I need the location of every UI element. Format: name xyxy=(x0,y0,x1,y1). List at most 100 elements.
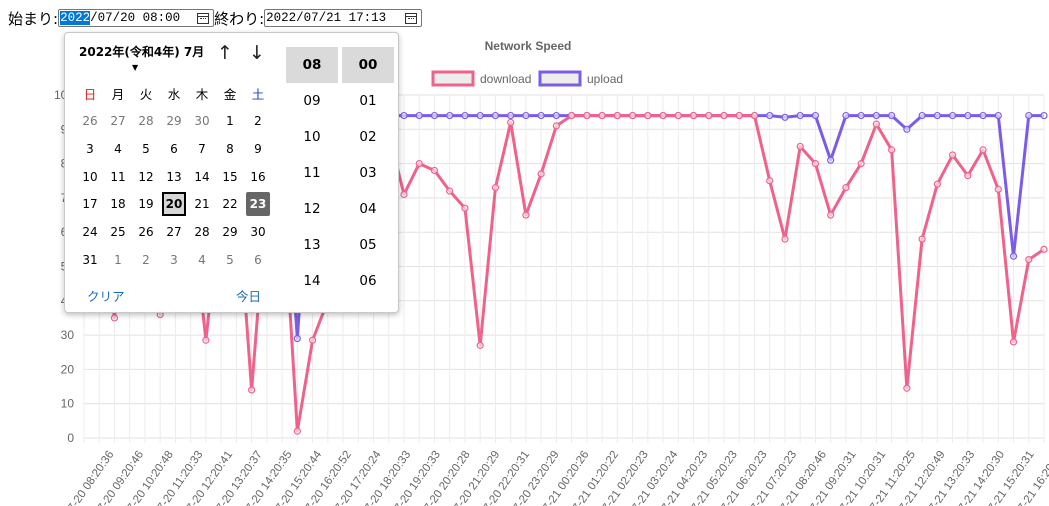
data-point-upload xyxy=(781,113,789,121)
clear-button[interactable]: クリア xyxy=(87,289,125,304)
data-point-upload xyxy=(400,111,408,120)
calendar-icon[interactable] xyxy=(197,13,210,24)
day-cell[interactable]: 29 xyxy=(166,114,182,128)
minute-option[interactable]: 02 xyxy=(359,129,377,145)
day-cell[interactable]: 30 xyxy=(250,225,266,239)
hour-option[interactable]: 12 xyxy=(303,201,321,217)
day-cell[interactable]: 4 xyxy=(114,142,122,156)
caret-down-icon[interactable]: ▼ xyxy=(132,63,139,72)
data-point-download xyxy=(781,235,789,243)
day-cell[interactable]: 6 xyxy=(170,142,178,156)
data-point-upload xyxy=(552,111,560,120)
data-point-upload xyxy=(491,111,500,120)
data-point-download xyxy=(735,111,743,120)
day-cell[interactable]: 14 xyxy=(194,170,210,184)
day-cell[interactable]: 3 xyxy=(170,253,178,267)
data-point-download xyxy=(994,185,1002,193)
start-year-segment[interactable]: 2022 xyxy=(60,11,91,25)
minute-option[interactable]: 04 xyxy=(359,201,377,217)
calendar-icon[interactable] xyxy=(405,13,418,24)
day-cell[interactable]: 9 xyxy=(254,142,262,156)
day-cell[interactable]: 11 xyxy=(110,170,126,184)
day-cell[interactable]: 31 xyxy=(82,253,98,267)
data-point-download xyxy=(248,386,256,394)
day-cell[interactable]: 24 xyxy=(82,225,98,239)
day-cell[interactable]: 19 xyxy=(138,197,154,211)
data-point-upload xyxy=(415,111,423,120)
day-cell[interactable]: 6 xyxy=(254,253,262,267)
data-point-upload xyxy=(842,111,850,120)
day-cell[interactable]: 27 xyxy=(110,114,126,128)
hour-option[interactable]: 11 xyxy=(303,165,321,181)
day-cell[interactable]: 13 xyxy=(166,170,182,184)
data-point-download xyxy=(613,111,621,120)
today-button[interactable]: 今日 xyxy=(236,289,262,304)
day-cell[interactable]: 30 xyxy=(194,114,210,128)
day-cell[interactable]: 17 xyxy=(82,197,98,211)
chart-legend[interactable]: download upload xyxy=(431,70,623,87)
data-point-download xyxy=(674,111,682,120)
minute-list[interactable]: 00 01 02 03 04 05 06 xyxy=(342,47,394,299)
day-cell[interactable]: 4 xyxy=(198,253,206,267)
hour-option[interactable]: 13 xyxy=(303,237,321,253)
end-datetime-input[interactable]: 2022/07/21 17:13 xyxy=(264,9,423,27)
data-point-upload xyxy=(872,111,880,120)
prev-month-arrow-up-icon[interactable]: ↑ xyxy=(217,42,233,64)
day-cell[interactable]: 27 xyxy=(166,225,182,239)
data-point-download xyxy=(400,190,408,199)
minute-option[interactable]: 06 xyxy=(359,273,377,289)
hour-option[interactable]: 09 xyxy=(303,93,321,109)
day-cell[interactable]: 5 xyxy=(226,253,234,267)
day-cell[interactable]: 16 xyxy=(250,170,266,184)
day-cell[interactable]: 7 xyxy=(198,142,206,156)
day-cell[interactable]: 2 xyxy=(142,253,150,267)
day-cell[interactable]: 2 xyxy=(254,114,262,128)
data-point-download xyxy=(827,211,835,219)
data-point-upload xyxy=(918,111,926,120)
next-month-arrow-down-icon[interactable]: ↓ xyxy=(249,42,265,64)
day-cell[interactable]: 12 xyxy=(138,170,154,184)
minute-option[interactable]: 00 xyxy=(342,47,394,83)
day-cell[interactable]: 10 xyxy=(82,170,98,184)
start-datetime-input[interactable]: 2022/07/20 08:00 xyxy=(58,9,215,27)
day-cell[interactable]: 26 xyxy=(138,225,154,239)
hour-option[interactable]: 14 xyxy=(303,273,321,289)
data-point-upload xyxy=(827,156,835,164)
day-cell[interactable]: 21 xyxy=(194,197,210,211)
data-point-download xyxy=(857,160,865,168)
month-year-select[interactable]: 2022年(令和4年) 7月 xyxy=(79,45,205,59)
day-cell[interactable]: 28 xyxy=(194,225,210,239)
day-cell[interactable]: 22 xyxy=(222,197,238,211)
day-cell[interactable]: 28 xyxy=(138,114,154,128)
data-point-upload xyxy=(964,111,972,120)
minute-option[interactable]: 03 xyxy=(359,165,377,181)
data-point-upload xyxy=(796,111,804,120)
weekday-label: 水 xyxy=(167,87,181,102)
minute-option[interactable]: 05 xyxy=(359,237,377,253)
day-cell[interactable]: 5 xyxy=(142,142,150,156)
day-cell[interactable]: 25 xyxy=(110,225,126,239)
data-point-download xyxy=(1025,256,1033,264)
data-point-download xyxy=(446,187,454,195)
day-cell[interactable]: 29 xyxy=(222,225,238,239)
data-point-download xyxy=(507,118,515,127)
day-cell[interactable]: 23 xyxy=(246,192,270,216)
hour-list[interactable]: 08 09 10 11 12 13 14 xyxy=(286,47,338,299)
end-label: 終わり: xyxy=(214,9,265,28)
data-point-download xyxy=(705,111,713,120)
day-cell[interactable]: 3 xyxy=(86,142,94,156)
data-point-upload xyxy=(522,111,530,120)
data-point-upload xyxy=(537,111,545,120)
day-cell[interactable]: 8 xyxy=(226,142,234,156)
day-cell[interactable]: 1 xyxy=(114,253,122,267)
day-cell[interactable]: 18 xyxy=(110,197,126,211)
data-point-download xyxy=(796,142,804,151)
hour-option[interactable]: 10 xyxy=(303,129,321,145)
day-cell[interactable]: 15 xyxy=(222,170,238,184)
hour-option[interactable]: 08 xyxy=(286,47,338,83)
day-cell[interactable]: 20 xyxy=(162,192,186,216)
day-cell[interactable]: 26 xyxy=(82,114,98,128)
minute-option[interactable]: 01 xyxy=(359,93,377,109)
day-cell[interactable]: 1 xyxy=(226,114,234,128)
